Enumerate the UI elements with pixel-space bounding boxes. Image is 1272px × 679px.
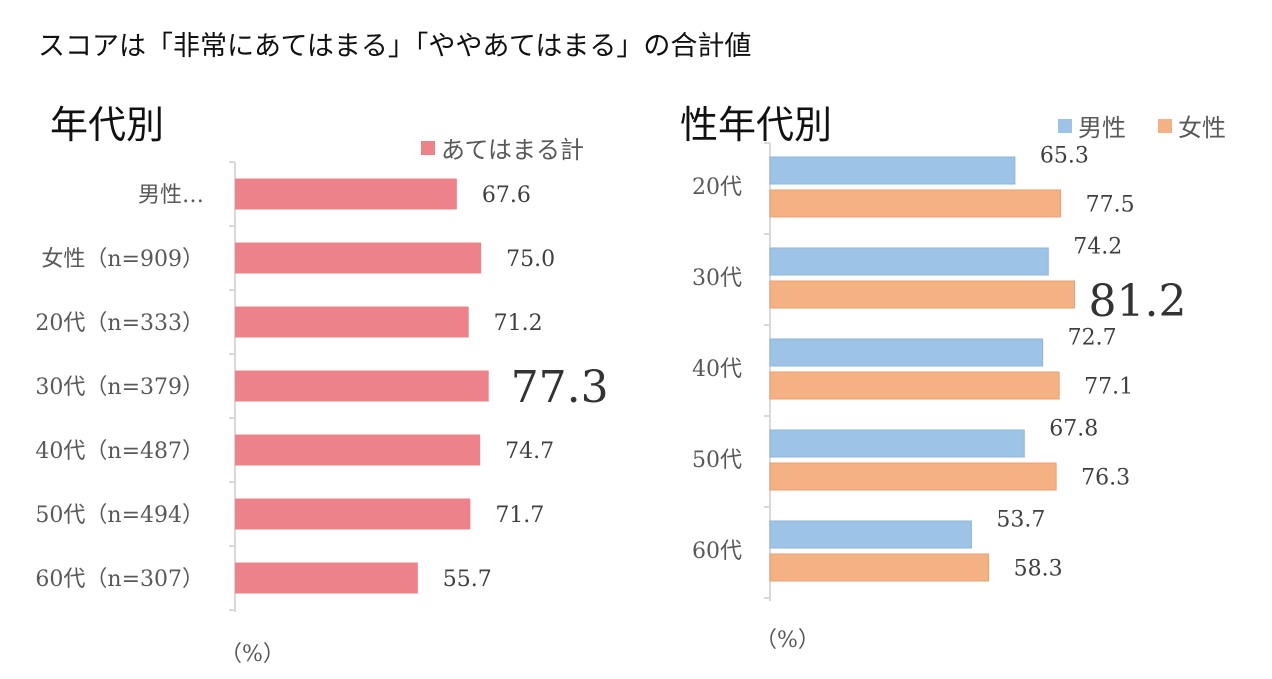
right-legend-male: 男性 bbox=[1058, 108, 1126, 143]
right-data-label-male: 74.2 bbox=[1073, 235, 1122, 260]
legend-label-male: 男性 bbox=[1078, 114, 1126, 142]
right-unit-label: （%） bbox=[755, 628, 820, 653]
right-bar-male bbox=[769, 247, 1049, 276]
right-category-label: 20代 bbox=[692, 175, 742, 200]
legend-swatch-female bbox=[1158, 118, 1172, 133]
left-bar bbox=[235, 178, 457, 210]
right-data-label-male: 67.8 bbox=[1049, 417, 1098, 442]
left-unit-label: （%） bbox=[220, 642, 285, 667]
right-bar-female bbox=[769, 371, 1060, 400]
legend-label-female: 女性 bbox=[1178, 114, 1226, 142]
chart-caption: スコアは「非常にあてはまる」「ややあてはまる」の合計値 bbox=[38, 31, 752, 62]
left-category-label: 50代（n=494） bbox=[35, 503, 204, 528]
right-data-label-male: 65.3 bbox=[1040, 144, 1089, 169]
left-data-label: 75.0 bbox=[506, 247, 555, 272]
right-bar-male bbox=[769, 156, 1016, 185]
left-category-label: 20代（n=333） bbox=[35, 311, 204, 336]
right-bar-female bbox=[769, 280, 1075, 309]
right-legend-female: 女性 bbox=[1158, 108, 1226, 143]
left-data-label: 55.7 bbox=[443, 567, 492, 592]
right-bar-female bbox=[769, 462, 1057, 491]
right-bar-male bbox=[769, 338, 1044, 367]
right-data-label-female: 81.2 bbox=[1089, 276, 1187, 327]
left-data-label: 71.7 bbox=[495, 503, 544, 528]
left-data-label: 67.6 bbox=[482, 183, 531, 208]
right-data-label-female: 76.3 bbox=[1081, 466, 1130, 491]
legend-label-total: あてはまる計 bbox=[441, 136, 585, 164]
right-data-label-male: 72.7 bbox=[1068, 326, 1117, 351]
left-data-label: 77.3 bbox=[511, 362, 609, 413]
left-panel-title: 年代別 bbox=[50, 103, 165, 147]
left-category-label: 60代（n=307） bbox=[35, 567, 204, 592]
left-data-label: 71.2 bbox=[494, 311, 543, 336]
right-bar-male bbox=[769, 429, 1025, 458]
right-panel-title: 性年代別 bbox=[680, 103, 833, 147]
right-category-label: 60代 bbox=[692, 539, 742, 564]
left-bar bbox=[235, 370, 489, 402]
right-category-label: 40代 bbox=[692, 357, 742, 382]
left-data-label: 74.7 bbox=[505, 439, 554, 464]
left-bar bbox=[235, 242, 482, 274]
right-category-label: 50代 bbox=[692, 448, 742, 473]
legend-swatch-total bbox=[421, 140, 435, 155]
left-bar bbox=[235, 306, 469, 338]
right-data-label-male: 53.7 bbox=[996, 508, 1045, 533]
right-category-label: 30代 bbox=[692, 266, 742, 291]
right-bar-male bbox=[769, 520, 972, 549]
left-bar bbox=[235, 434, 481, 466]
right-data-label-female: 77.1 bbox=[1084, 375, 1133, 400]
left-category-label: 男性… bbox=[138, 183, 204, 208]
left-category-label: 女性（n=909） bbox=[41, 247, 204, 272]
legend-swatch-male bbox=[1058, 118, 1072, 133]
left-bar bbox=[235, 498, 471, 530]
right-data-label-female: 58.3 bbox=[1014, 557, 1063, 582]
left-category-label: 30代（n=379） bbox=[35, 375, 204, 400]
left-legend: あてはまる計 bbox=[421, 130, 584, 165]
right-bar-female bbox=[769, 553, 990, 582]
right-data-label-female: 77.5 bbox=[1086, 193, 1135, 218]
left-category-label: 40代（n=487） bbox=[35, 439, 204, 464]
right-bar-female bbox=[769, 189, 1062, 218]
left-bar bbox=[235, 562, 418, 594]
